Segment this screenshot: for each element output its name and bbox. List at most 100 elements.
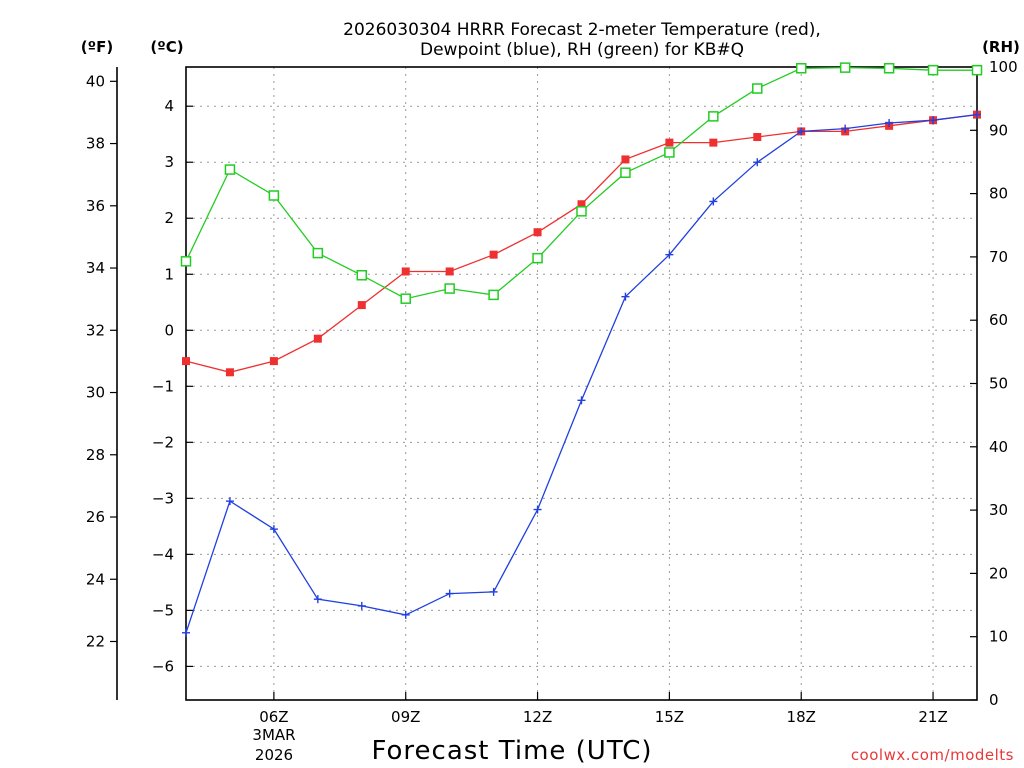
temperature-point xyxy=(665,138,674,147)
dewpoint-point xyxy=(313,595,322,604)
data-series xyxy=(180,62,983,637)
celsius-tick-label: −3 xyxy=(152,489,174,507)
chart-title-line-2: Dewpoint (blue), RH (green) for KB#Q xyxy=(420,40,744,60)
temperature-point xyxy=(753,133,762,142)
rh-point xyxy=(795,63,807,74)
dewpoint-point xyxy=(225,497,234,506)
date-label-month: 3MAR xyxy=(252,726,295,744)
fahrenheit-tick-label: 24 xyxy=(86,570,105,588)
temperature-point xyxy=(621,155,630,164)
rh-line xyxy=(185,66,977,300)
series-dewpoint xyxy=(182,110,981,637)
celsius-tick-label: −5 xyxy=(152,601,174,619)
rh-point xyxy=(312,247,324,259)
rh-tick-label: 70 xyxy=(989,248,1008,266)
celsius-tick-label: −4 xyxy=(152,545,174,563)
credit-text: coolwx.com/modelts xyxy=(851,746,1014,764)
rh-tick-label: 50 xyxy=(989,375,1008,393)
dewpoint-point xyxy=(489,587,498,596)
x-tick-label: 06Z xyxy=(259,708,288,726)
rh-tick-label: 100 xyxy=(989,58,1018,76)
fahrenheit-tick-label: 26 xyxy=(86,508,105,526)
temperature-point xyxy=(401,267,410,276)
fahrenheit-unit-label: (ºF) xyxy=(81,38,113,56)
rh-point xyxy=(488,289,499,301)
fahrenheit-tick-label: 28 xyxy=(86,446,105,464)
rh-tick-label: 90 xyxy=(989,121,1008,139)
rh-point xyxy=(180,256,192,267)
dewpoint-point xyxy=(357,601,366,610)
temperature-point xyxy=(269,357,278,366)
dewpoint-point xyxy=(797,127,806,136)
x-axis-title: Forecast Time (UTC) xyxy=(371,736,652,766)
rh-point xyxy=(576,206,587,217)
dewpoint-point xyxy=(885,119,894,128)
x-tick-label: 15Z xyxy=(655,708,684,726)
temperature-point xyxy=(313,334,322,343)
dewpoint-point xyxy=(401,610,410,619)
rh-tick-label: 0 xyxy=(989,691,999,709)
fahrenheit-tick-label: 38 xyxy=(86,135,105,153)
temperature-point xyxy=(357,301,366,310)
temperature-line xyxy=(185,113,978,373)
dewpoint-point xyxy=(929,116,938,125)
dewpoint-point xyxy=(533,505,542,514)
celsius-unit-label: (ºC) xyxy=(150,38,183,56)
rh-point xyxy=(752,83,763,94)
fahrenheit-tick-label: 22 xyxy=(86,632,105,650)
rh-point xyxy=(708,111,719,122)
rh-point xyxy=(883,63,895,74)
rh-point xyxy=(400,293,411,304)
dewpoint-point xyxy=(445,589,454,598)
celsius-tick-label: 2 xyxy=(164,209,174,227)
rh-point xyxy=(839,62,851,73)
dewpoint-point xyxy=(182,628,190,637)
series-rh xyxy=(180,62,983,304)
rh-tick-label: 10 xyxy=(989,628,1008,646)
x-tick-label: 09Z xyxy=(391,708,420,726)
temperature-point xyxy=(709,138,718,147)
dewpoint-point xyxy=(665,250,674,259)
celsius-tick-label: 0 xyxy=(164,321,174,339)
dewpoint-point xyxy=(577,396,586,405)
chart-title-line-1: 2026030304 HRRR Forecast 2-meter Tempera… xyxy=(343,20,821,40)
dewpoint-point xyxy=(621,292,630,301)
rh-point xyxy=(620,167,631,178)
fahrenheit-tick-label: 40 xyxy=(86,72,105,90)
temperature-point xyxy=(577,200,586,209)
dewpoint-point xyxy=(269,525,278,534)
fahrenheit-tick-label: 34 xyxy=(86,259,105,277)
date-label-year: 2026 xyxy=(255,746,293,764)
celsius-tick-label: 4 xyxy=(164,97,174,115)
rh-point xyxy=(927,64,939,76)
grid-lines xyxy=(186,67,977,700)
rh-point xyxy=(532,252,543,264)
temperature-point xyxy=(182,357,190,366)
rh-unit-label: (RH) xyxy=(982,38,1020,56)
dewpoint-point xyxy=(841,124,850,133)
celsius-tick-label: 1 xyxy=(164,265,174,283)
celsius-tick-label: 3 xyxy=(164,153,174,171)
temperature-point xyxy=(225,368,234,377)
rh-point xyxy=(268,190,280,201)
x-tick-label: 21Z xyxy=(918,708,947,726)
rh-tick-label: 40 xyxy=(989,438,1008,456)
tick-labels: 22242628303234363840−6−5−4−3−2−101234010… xyxy=(86,58,1018,726)
temperature-point xyxy=(489,250,498,259)
celsius-tick-label: −6 xyxy=(152,657,174,675)
rh-point xyxy=(444,283,455,294)
temperature-point xyxy=(445,267,454,276)
rh-point xyxy=(224,164,236,175)
rh-point xyxy=(971,64,983,76)
fahrenheit-tick-label: 36 xyxy=(86,197,105,215)
rh-tick-label: 80 xyxy=(989,185,1008,203)
rh-tick-label: 20 xyxy=(989,564,1008,582)
dewpoint-line xyxy=(185,113,978,634)
celsius-tick-label: −2 xyxy=(152,433,174,451)
dewpoint-point xyxy=(709,197,718,206)
axes xyxy=(110,66,978,701)
x-tick-label: 12Z xyxy=(523,708,552,726)
fahrenheit-tick-label: 30 xyxy=(86,384,105,402)
rh-point xyxy=(664,147,675,158)
